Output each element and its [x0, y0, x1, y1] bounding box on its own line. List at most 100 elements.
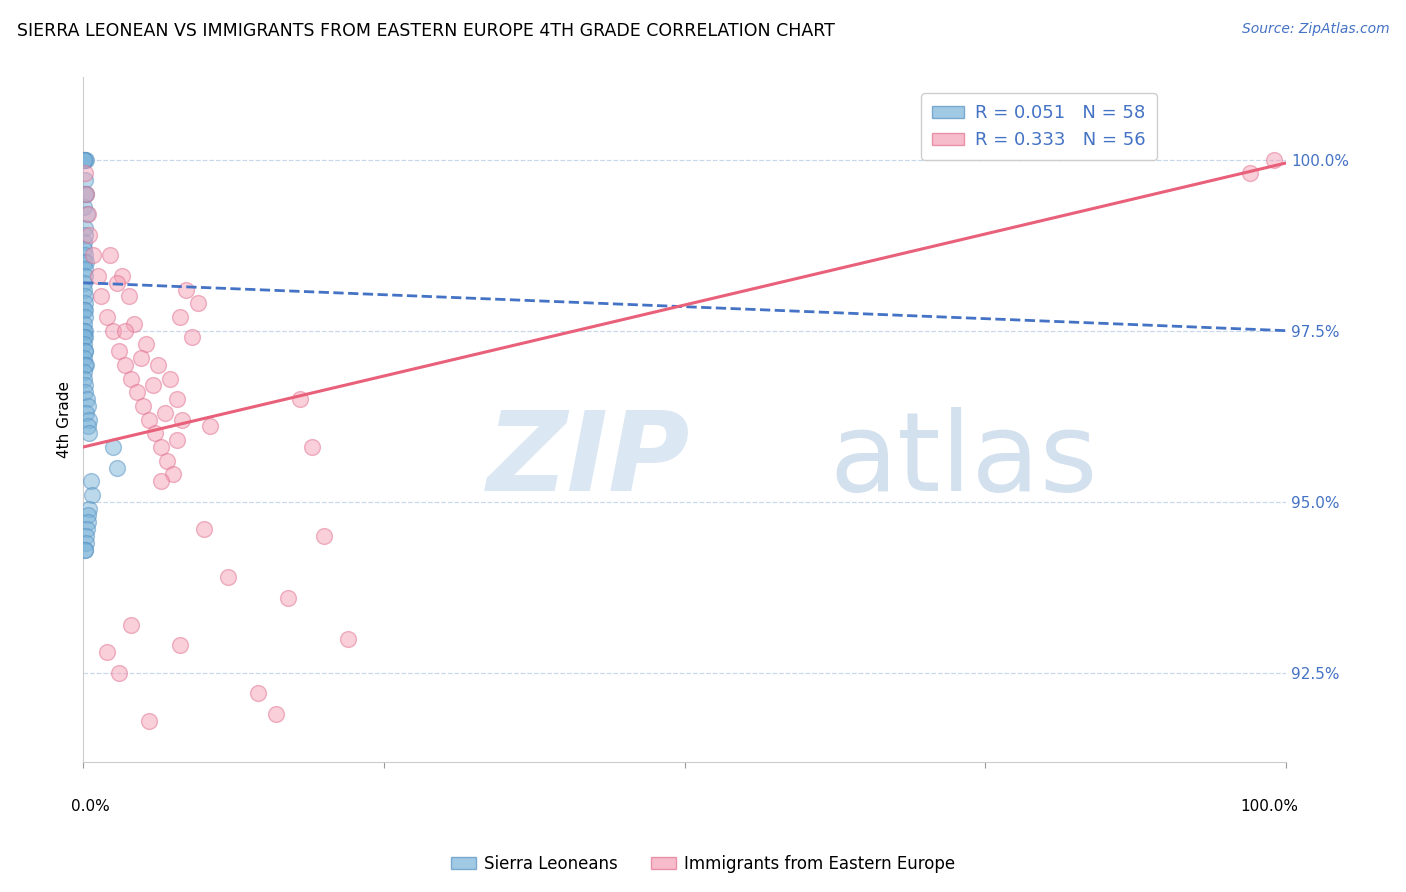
Point — [75, 358, 97, 372]
Point — [156, 453, 179, 467]
Y-axis label: 4th Grade: 4th Grade — [58, 381, 72, 458]
Point — [150, 440, 173, 454]
Point — [75, 529, 97, 543]
Point — [122, 317, 145, 331]
Point — [198, 419, 221, 434]
Point — [118, 289, 141, 303]
Point — [87, 268, 110, 283]
Point — [1239, 166, 1261, 180]
Point — [75, 186, 97, 201]
Point — [96, 310, 118, 324]
Point — [73, 324, 96, 338]
Point — [174, 283, 197, 297]
Point — [120, 618, 142, 632]
Point — [246, 686, 269, 700]
Point — [73, 276, 96, 290]
Point — [73, 242, 96, 256]
Point — [75, 262, 97, 277]
Point — [77, 508, 100, 523]
Point — [73, 283, 96, 297]
Point — [80, 488, 103, 502]
Point — [73, 201, 96, 215]
Point — [73, 310, 96, 324]
Point — [336, 632, 359, 646]
Point — [120, 371, 142, 385]
Point — [75, 166, 97, 180]
Point — [73, 153, 96, 167]
Point — [82, 248, 104, 262]
Point — [73, 235, 96, 249]
Point — [96, 645, 118, 659]
Point — [114, 358, 136, 372]
Point — [76, 399, 98, 413]
Point — [79, 501, 101, 516]
Point — [108, 665, 131, 680]
Point — [150, 474, 173, 488]
Point — [77, 207, 100, 221]
Legend: R = 0.051   N = 58, R = 0.333   N = 56: R = 0.051 N = 58, R = 0.333 N = 56 — [921, 94, 1157, 160]
Point — [73, 542, 96, 557]
Point — [73, 268, 96, 283]
Point — [73, 365, 96, 379]
Point — [193, 522, 215, 536]
Point — [75, 186, 97, 201]
Point — [75, 153, 97, 167]
Point — [301, 440, 323, 454]
Point — [77, 426, 100, 441]
Point — [73, 371, 96, 385]
Point — [76, 207, 98, 221]
Text: Source: ZipAtlas.com: Source: ZipAtlas.com — [1241, 22, 1389, 37]
Point — [75, 296, 97, 310]
Point — [79, 227, 101, 242]
Point — [73, 358, 96, 372]
Point — [169, 310, 191, 324]
Point — [127, 385, 149, 400]
Point — [159, 371, 181, 385]
Point — [76, 515, 98, 529]
Point — [75, 153, 97, 167]
Point — [73, 289, 96, 303]
Point — [73, 351, 96, 365]
Point — [73, 344, 96, 359]
Point — [73, 153, 96, 167]
Point — [76, 392, 98, 406]
Point — [73, 317, 96, 331]
Point — [138, 412, 160, 426]
Text: SIERRA LEONEAN VS IMMIGRANTS FROM EASTERN EUROPE 4TH GRADE CORRELATION CHART: SIERRA LEONEAN VS IMMIGRANTS FROM EASTER… — [17, 22, 835, 40]
Point — [312, 529, 335, 543]
Point — [73, 324, 96, 338]
Point — [73, 255, 96, 269]
Point — [75, 221, 97, 235]
Point — [73, 337, 96, 351]
Point — [75, 344, 97, 359]
Point — [264, 706, 287, 721]
Point — [105, 460, 128, 475]
Point — [169, 639, 191, 653]
Point — [170, 412, 193, 426]
Text: 0.0%: 0.0% — [72, 799, 110, 814]
Point — [98, 248, 121, 262]
Point — [277, 591, 299, 605]
Point — [75, 303, 97, 318]
Point — [108, 344, 131, 359]
Point — [217, 570, 239, 584]
Point — [73, 303, 96, 318]
Point — [105, 276, 128, 290]
Point — [75, 378, 97, 392]
Point — [75, 406, 97, 420]
Point — [77, 419, 100, 434]
Point — [146, 358, 169, 372]
Point — [187, 296, 209, 310]
Point — [138, 714, 160, 728]
Point — [142, 378, 165, 392]
Point — [103, 440, 125, 454]
Point — [135, 337, 157, 351]
Point — [75, 255, 97, 269]
Point — [288, 392, 311, 406]
Point — [1263, 153, 1285, 167]
Point — [75, 186, 97, 201]
Point — [79, 412, 101, 426]
Legend: Sierra Leoneans, Immigrants from Eastern Europe: Sierra Leoneans, Immigrants from Eastern… — [444, 848, 962, 880]
Point — [114, 324, 136, 338]
Point — [132, 399, 155, 413]
